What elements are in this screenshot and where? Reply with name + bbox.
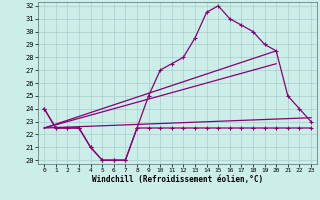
X-axis label: Windchill (Refroidissement éolien,°C): Windchill (Refroidissement éolien,°C): [92, 175, 263, 184]
